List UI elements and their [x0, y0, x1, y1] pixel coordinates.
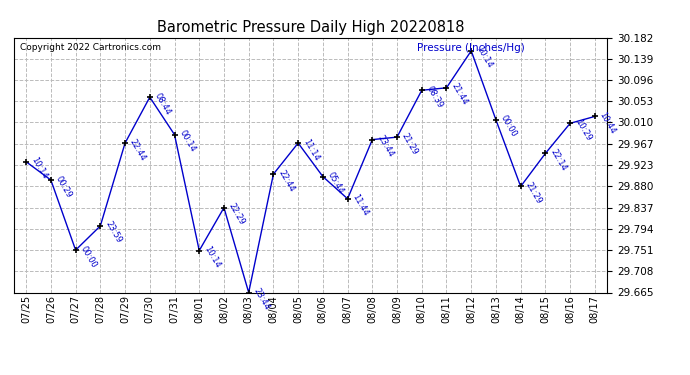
Text: 11:44: 11:44 — [351, 193, 371, 218]
Text: 00:14: 00:14 — [177, 129, 197, 154]
Text: 10:14: 10:14 — [474, 45, 494, 70]
Text: 22:29: 22:29 — [227, 202, 246, 227]
Text: 10:44: 10:44 — [598, 110, 618, 135]
Text: 00:29: 00:29 — [54, 174, 74, 199]
Text: 10:29: 10:29 — [573, 117, 593, 142]
Text: 00:00: 00:00 — [79, 244, 98, 269]
Text: 21:29: 21:29 — [400, 131, 420, 156]
Text: 22:44: 22:44 — [277, 168, 296, 193]
Text: 08:39: 08:39 — [425, 84, 444, 109]
Text: 23:44: 23:44 — [252, 286, 271, 312]
Text: Pressure (Inches/Hg): Pressure (Inches/Hg) — [417, 43, 525, 52]
Text: 23:59: 23:59 — [104, 220, 123, 245]
Text: 21:29: 21:29 — [524, 180, 543, 206]
Text: Copyright 2022 Cartronics.com: Copyright 2022 Cartronics.com — [20, 43, 161, 52]
Text: 22:14: 22:14 — [549, 147, 568, 172]
Text: 21:44: 21:44 — [449, 82, 469, 107]
Text: 08:44: 08:44 — [152, 91, 172, 116]
Text: 00:00: 00:00 — [499, 114, 519, 139]
Text: 23:44: 23:44 — [375, 134, 395, 159]
Text: 10:14: 10:14 — [202, 244, 222, 270]
Text: 11:14: 11:14 — [301, 137, 321, 162]
Text: 05:44: 05:44 — [326, 171, 346, 196]
Text: 10:14: 10:14 — [29, 156, 49, 181]
Title: Barometric Pressure Daily High 20220818: Barometric Pressure Daily High 20220818 — [157, 20, 464, 35]
Text: 22:44: 22:44 — [128, 137, 148, 162]
